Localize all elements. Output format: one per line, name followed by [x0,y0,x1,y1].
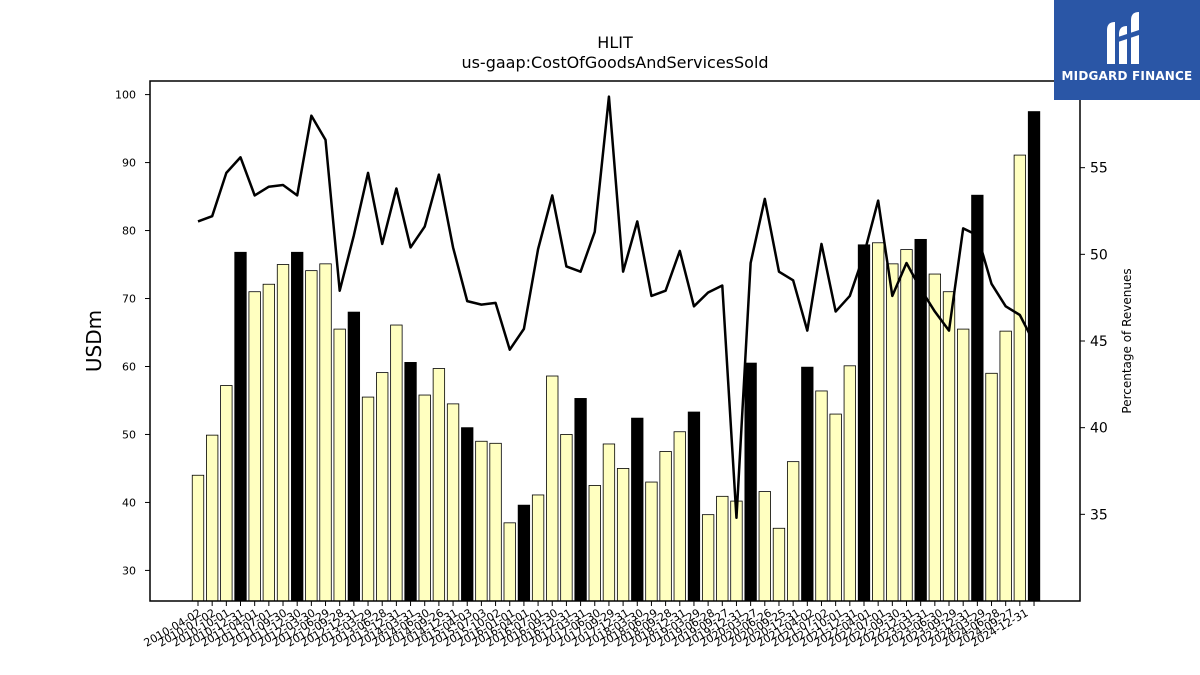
bar [872,242,885,602]
bar [758,491,771,602]
bar [673,431,686,602]
bar [234,251,247,602]
bar [333,328,346,602]
y-tick-label: 30 [122,564,136,577]
logo: MIDGARD FINANCE [1054,0,1200,100]
bar [560,434,573,602]
bar [957,328,970,602]
bar [857,244,871,602]
bar [432,368,446,602]
bar [531,494,545,602]
bar [517,504,531,602]
bar [602,443,616,602]
bar [971,194,984,602]
bar [928,273,941,602]
plot-frame [149,80,1081,602]
bar [446,403,460,602]
y2-axis-label: Percentage of Revenues [1120,268,1134,413]
y2-axis-ticks: 35 40 45 50 55 [1080,161,1108,523]
bar [461,427,474,602]
y2-tick-label: 55 [1090,161,1108,177]
logo-text: MIDGARD FINANCE [1061,69,1193,83]
bar [475,440,488,602]
bar [744,362,757,602]
bar [631,417,644,602]
bar [319,263,332,602]
bar [361,396,375,602]
bar [843,365,856,602]
bar [659,451,672,602]
y-tick-label: 100 [115,89,136,102]
chart-subtitle: us-gaap:CostOfGoodsAndServicesSold [461,53,768,72]
bar [503,522,516,602]
bar [489,442,502,602]
bar [276,264,290,602]
bar [588,485,601,602]
y-tick-label: 40 [122,496,136,509]
bar [347,311,361,602]
bar-series [191,111,1041,602]
y2-tick-label: 35 [1090,507,1108,523]
bar [1027,111,1041,602]
bar [206,434,219,602]
bar [191,474,205,602]
bar [815,390,828,602]
bar [829,413,842,602]
bar [1013,154,1027,602]
bar [376,372,389,602]
chart-title: HLIT [597,33,633,52]
midgard-logo-icon [1107,12,1139,64]
bar [220,385,233,602]
bar [716,495,729,602]
bar [886,263,899,602]
y-tick-label: 80 [122,225,136,238]
y-tick-label: 70 [122,293,136,306]
bar [985,372,998,602]
bar [645,481,658,602]
bar [801,366,814,602]
bar [616,468,630,602]
bar [248,291,261,602]
bar [291,251,304,602]
y-axis-ticks: 30 40 50 60 70 80 90 100 [115,89,150,577]
y2-tick-label: 40 [1090,421,1108,437]
bar [305,270,318,602]
y-axis-label: USDm [82,310,106,372]
bar [574,398,587,602]
bar [687,411,701,602]
bar [546,375,559,602]
y-tick-label: 50 [122,428,136,441]
line-layer [197,95,1036,520]
x-axis-ticks: 2010-04-022010-07-022010-10-012010-12-31… [142,601,1035,650]
y2-tick-label: 50 [1090,247,1108,263]
bar [786,461,800,602]
bar [404,362,417,602]
y2-tick-label: 45 [1090,334,1108,350]
bar [418,394,431,602]
percentage-line [197,95,1036,520]
bar [900,249,913,602]
bar [390,324,403,602]
bar [999,330,1012,602]
y-tick-label: 90 [122,157,136,170]
bar [262,283,276,602]
bar [942,291,956,602]
bar [701,514,715,602]
bar [772,527,786,602]
y-tick-label: 60 [122,360,136,373]
